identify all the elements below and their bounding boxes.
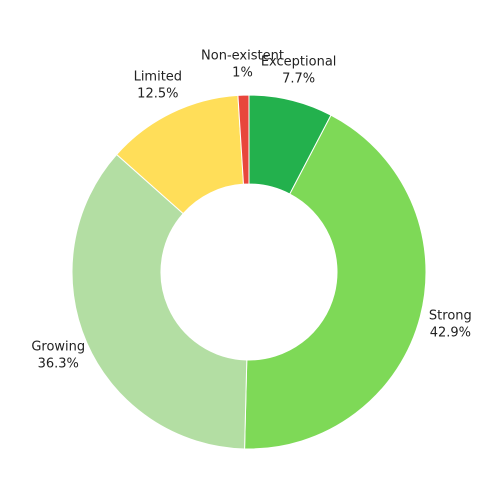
donut-slice xyxy=(71,153,248,450)
slice-label: Growing xyxy=(31,339,85,354)
slice-label: Non-existent xyxy=(201,49,284,64)
donut-slice xyxy=(237,94,250,185)
donut-slice xyxy=(244,114,427,450)
slice-label: Limited xyxy=(134,70,182,85)
slice-value: 7.7% xyxy=(282,72,315,87)
slice-label: Strong xyxy=(429,309,472,324)
slice-value: 42.9% xyxy=(430,326,471,341)
slice-label: Exceptional xyxy=(261,55,337,70)
slice-value: 36.3% xyxy=(38,356,79,371)
slice-value: 12.5% xyxy=(137,87,178,102)
slice-value: 1% xyxy=(232,66,253,81)
